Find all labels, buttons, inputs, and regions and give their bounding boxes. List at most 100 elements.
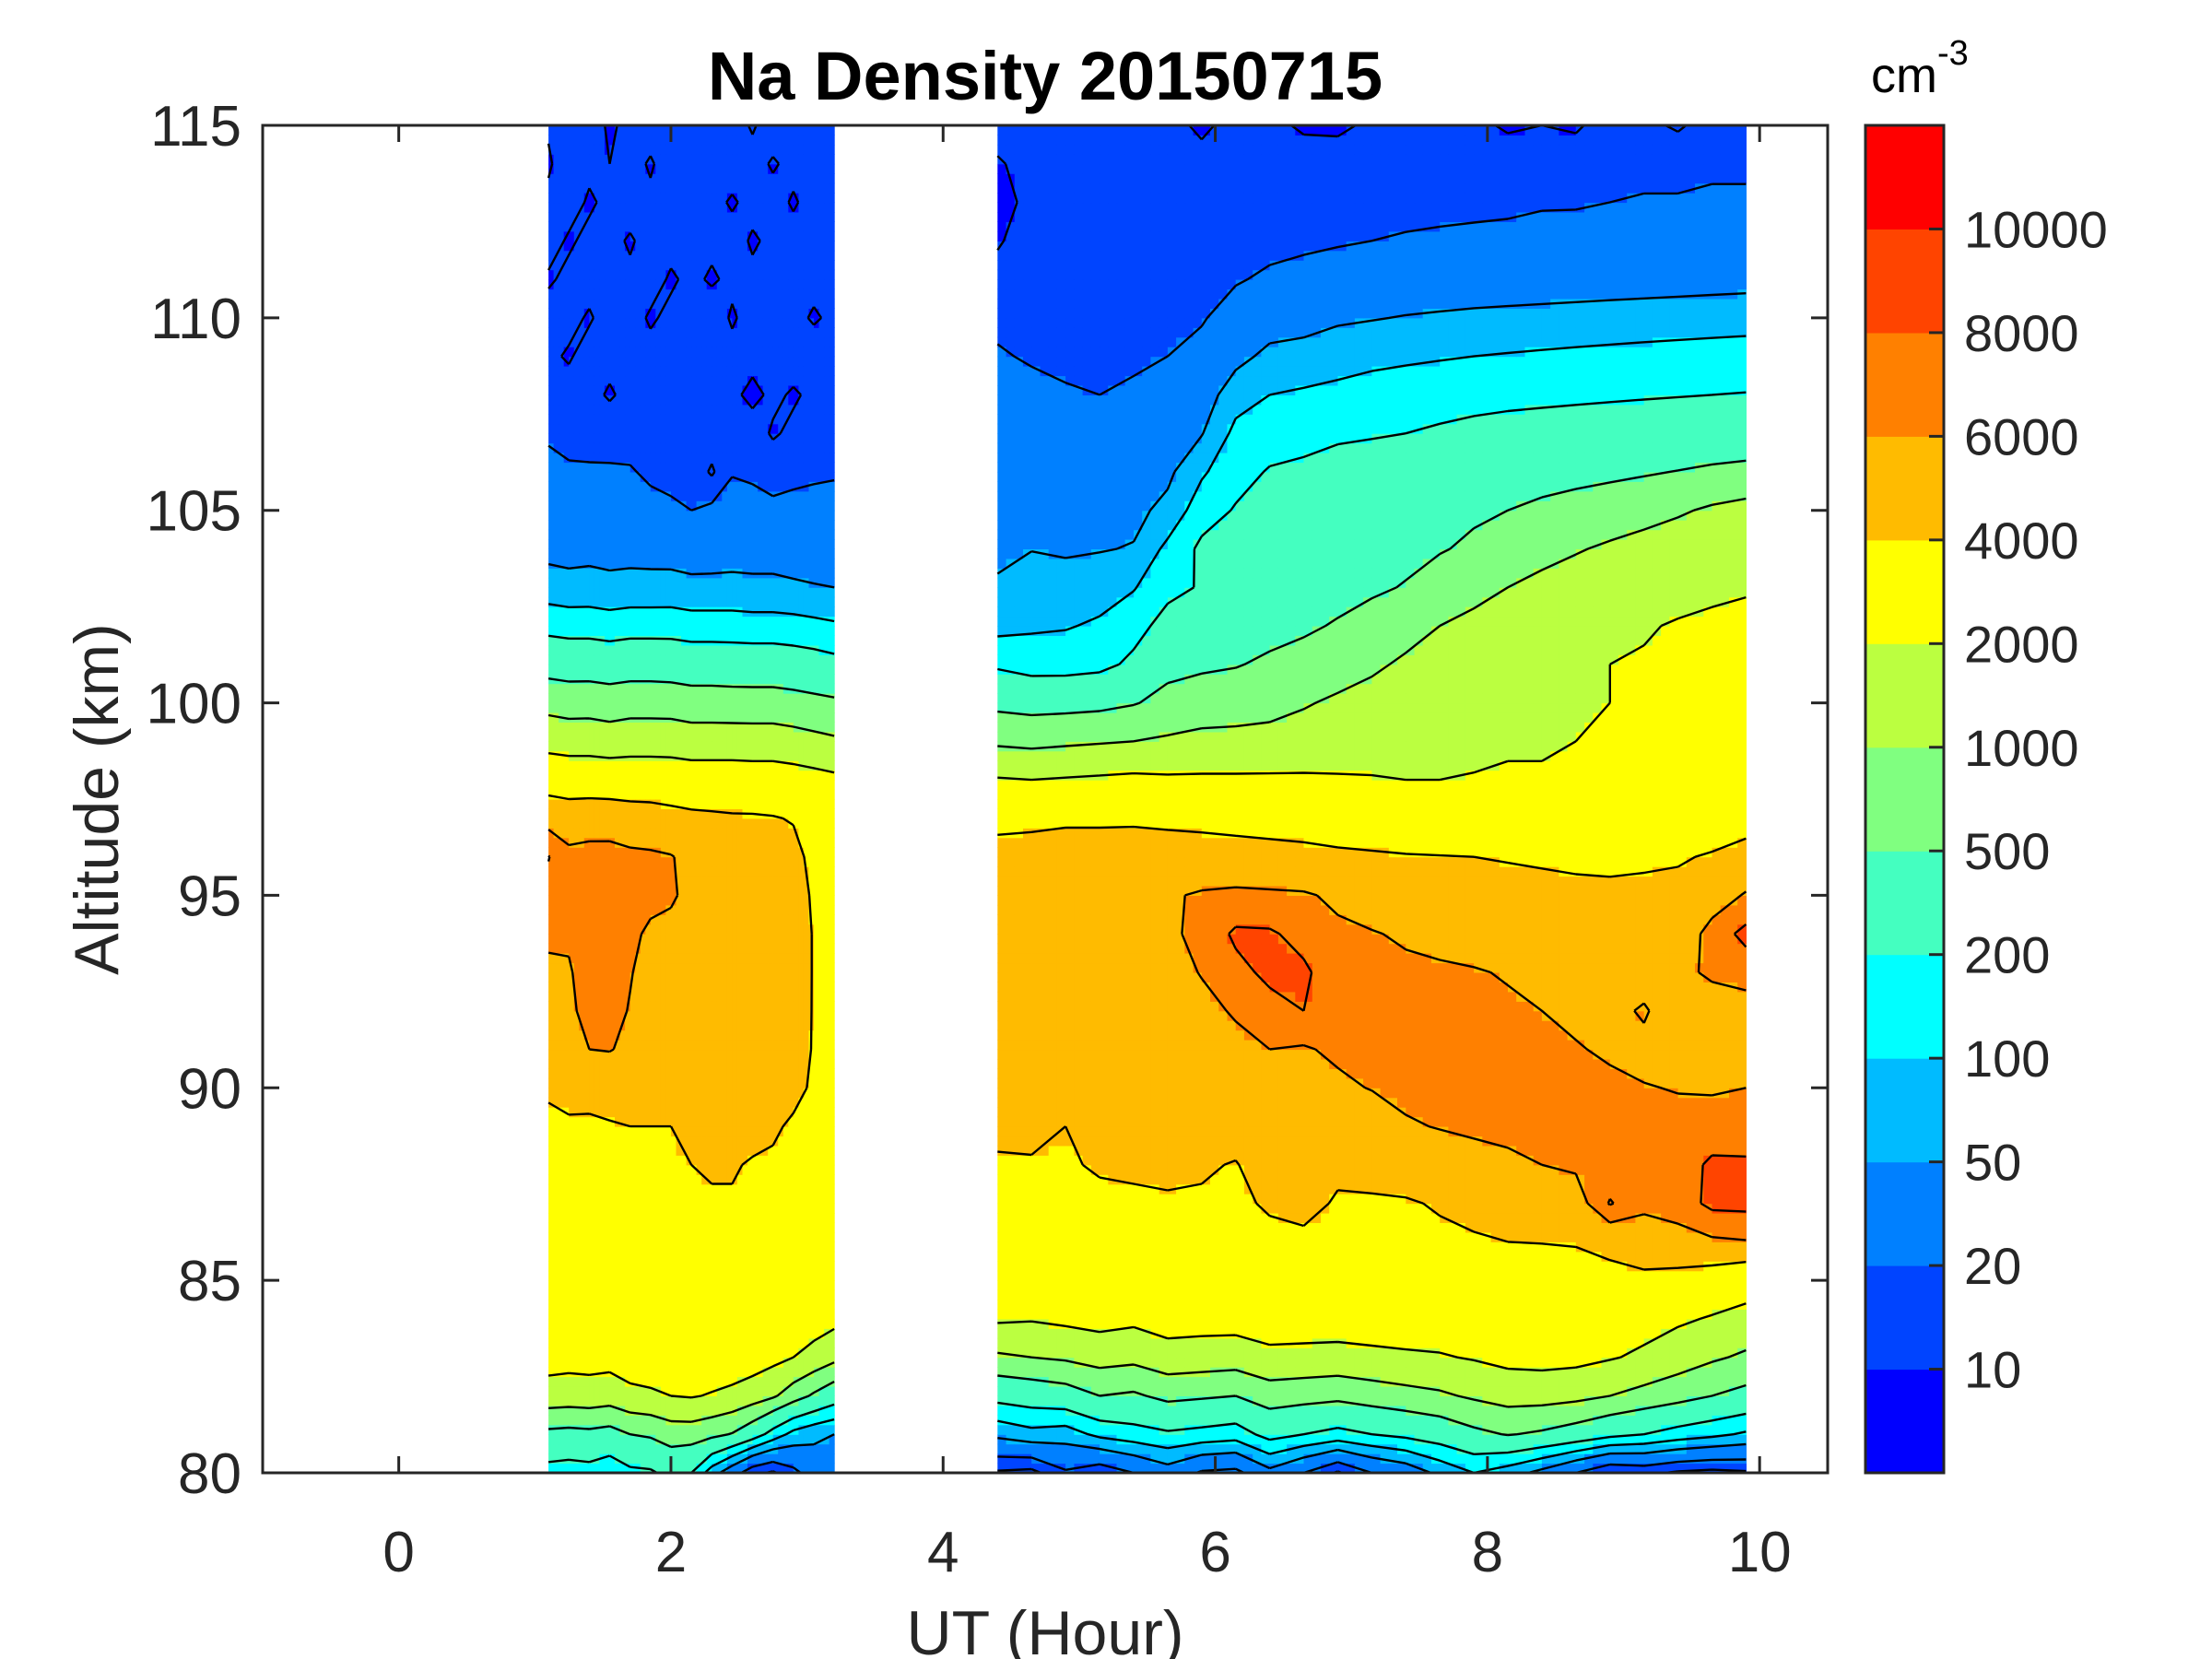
contour-cell bbox=[701, 895, 708, 906]
contour-cell bbox=[681, 202, 688, 213]
contour-cell bbox=[625, 1386, 631, 1396]
contour-cell bbox=[650, 510, 656, 521]
contour-cell bbox=[605, 221, 611, 232]
contour-cell bbox=[625, 1040, 631, 1051]
contour-cell bbox=[589, 1424, 595, 1435]
contour-cell bbox=[594, 924, 600, 935]
contour-cell bbox=[559, 683, 565, 694]
contour-cell bbox=[573, 1183, 580, 1194]
contour-cell bbox=[681, 366, 688, 377]
contour-cell bbox=[559, 1289, 565, 1300]
contour-cell bbox=[650, 654, 656, 665]
contour-cell bbox=[625, 683, 631, 694]
contour-cell bbox=[712, 856, 718, 867]
contour-cell bbox=[686, 250, 692, 261]
contour-cell bbox=[589, 1231, 595, 1242]
contour-cell bbox=[615, 760, 621, 771]
contour-cell bbox=[583, 548, 590, 559]
contour-cell bbox=[605, 1049, 611, 1060]
contour-cell bbox=[665, 808, 672, 819]
contour-cell bbox=[583, 520, 590, 531]
contour-cell bbox=[660, 433, 666, 444]
contour-cell bbox=[686, 125, 692, 135]
contour-cell bbox=[599, 163, 606, 174]
contour-cell bbox=[569, 943, 575, 954]
contour-cell bbox=[665, 991, 672, 1002]
contour-cell bbox=[583, 1289, 590, 1300]
contour-cell bbox=[665, 1309, 672, 1320]
contour-cell bbox=[681, 683, 688, 694]
contour-cell bbox=[676, 972, 682, 982]
contour-cell bbox=[691, 1068, 698, 1079]
contour-cell bbox=[563, 1261, 570, 1272]
contour-cell bbox=[589, 1222, 595, 1233]
contour-cell bbox=[645, 356, 652, 367]
contour-cell bbox=[594, 144, 600, 155]
contour-cell bbox=[553, 683, 559, 694]
contour-cell bbox=[722, 327, 728, 338]
contour-cell bbox=[686, 1049, 692, 1060]
contour-cell bbox=[722, 1049, 728, 1060]
contour-cell bbox=[686, 241, 692, 252]
contour-cell bbox=[640, 202, 646, 213]
contour-cell bbox=[605, 731, 611, 742]
contour-cell bbox=[573, 722, 580, 733]
contour-cell bbox=[594, 442, 600, 453]
contour-cell bbox=[619, 1040, 626, 1051]
contour-cell bbox=[569, 442, 575, 453]
contour-cell bbox=[716, 1001, 723, 1012]
contour-cell bbox=[615, 731, 621, 742]
contour-cell bbox=[722, 1155, 728, 1166]
contour-cell bbox=[615, 972, 621, 982]
contour-cell bbox=[559, 154, 565, 165]
contour-cell bbox=[686, 1434, 692, 1445]
contour-cell bbox=[615, 182, 621, 194]
contour-cell bbox=[701, 1088, 708, 1099]
contour-cell bbox=[660, 702, 666, 713]
contour-cell bbox=[681, 866, 688, 877]
contour-cell bbox=[594, 1328, 600, 1339]
contour-cell bbox=[681, 520, 688, 531]
contour-cell bbox=[579, 972, 585, 982]
contour-cell bbox=[615, 924, 621, 935]
contour-cell bbox=[640, 934, 646, 945]
contour-cell bbox=[706, 1251, 712, 1262]
contour-cell bbox=[655, 1231, 662, 1242]
contour-cell bbox=[625, 385, 631, 395]
contour-cell bbox=[655, 828, 662, 839]
contour-cell bbox=[548, 1318, 555, 1329]
contour-cell bbox=[681, 1261, 688, 1272]
contour-cell bbox=[681, 982, 688, 993]
contour-cell bbox=[579, 327, 585, 338]
contour-cell bbox=[665, 799, 672, 809]
contour-cell bbox=[594, 1030, 600, 1041]
contour-cell bbox=[706, 760, 712, 771]
contour-cell bbox=[583, 269, 590, 280]
contour-cell bbox=[696, 1443, 702, 1454]
contour-cell bbox=[660, 520, 666, 531]
contour-cell bbox=[579, 288, 585, 300]
contour-cell bbox=[712, 635, 718, 646]
contour-cell bbox=[594, 1040, 600, 1051]
contour-cell bbox=[579, 1030, 585, 1041]
contour-cell bbox=[569, 433, 575, 444]
contour-cell bbox=[712, 1030, 718, 1041]
contour-cell bbox=[701, 1126, 708, 1137]
contour-cell bbox=[559, 1415, 565, 1426]
contour-cell bbox=[712, 347, 718, 358]
contour-cell bbox=[655, 1068, 662, 1079]
contour-cell bbox=[619, 1376, 626, 1387]
contour-cell bbox=[701, 1116, 708, 1127]
contour-cell bbox=[701, 230, 708, 241]
contour-cell bbox=[619, 837, 626, 848]
contour-cell bbox=[589, 616, 595, 627]
contour-cell bbox=[716, 1261, 723, 1272]
contour-cell bbox=[548, 288, 555, 300]
contour-cell bbox=[599, 1183, 606, 1194]
contour-cell bbox=[635, 356, 641, 367]
contour-cell bbox=[716, 1068, 723, 1079]
contour-cell bbox=[691, 1164, 698, 1175]
contour-cell bbox=[619, 828, 626, 839]
contour-cell bbox=[665, 953, 672, 964]
contour-cell bbox=[583, 828, 590, 839]
